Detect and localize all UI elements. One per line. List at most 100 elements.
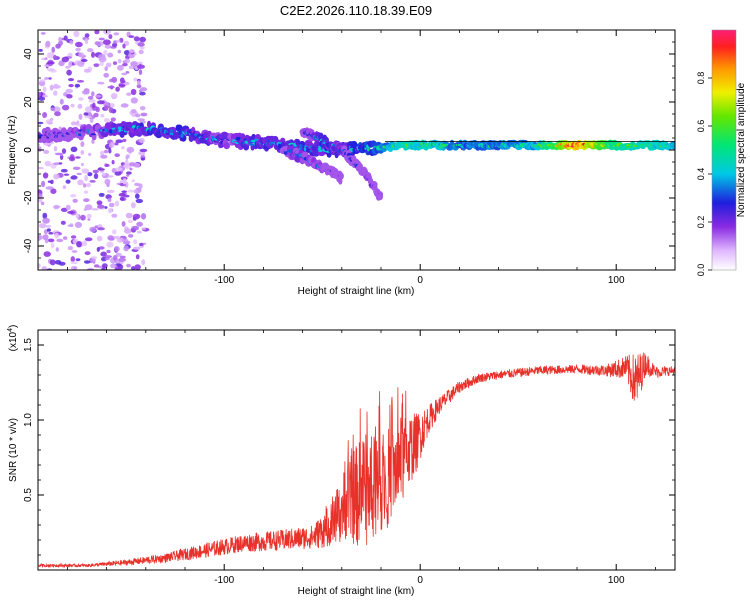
track-core: [303, 147, 307, 152]
noise-blob: [125, 154, 130, 159]
noise-blob: [104, 257, 110, 261]
noise-blob: [89, 226, 97, 233]
noise-blob: [130, 109, 137, 114]
noise-blob: [75, 156, 81, 159]
noise-blob: [61, 104, 70, 111]
noise-blob: [44, 160, 52, 167]
noise-blob: [131, 225, 140, 231]
noise-blob: [126, 146, 135, 153]
noise-blob: [65, 88, 73, 94]
x-tick-label: 100: [608, 575, 625, 586]
noise-blob: [50, 242, 55, 249]
y-tick-label: 40: [23, 48, 34, 60]
noise-blob: [80, 150, 85, 155]
noise-blob: [140, 112, 148, 117]
colorbar-tick-label: 0.4: [696, 168, 706, 181]
noise-blob: [124, 228, 132, 234]
noise-blob: [128, 49, 135, 54]
noise-blob: [117, 49, 122, 54]
snr-x-ticks: -100 0 100: [67, 330, 656, 586]
noise-blob: [115, 139, 124, 143]
spectrogram-x-ticks: -100 0 100: [67, 30, 656, 286]
noise-blob: [42, 95, 48, 98]
noise-blob: [126, 174, 130, 177]
noise-blob: [117, 58, 122, 64]
x-tick-label: -100: [214, 575, 234, 586]
noise-blob: [131, 113, 136, 117]
noise-blob: [115, 167, 123, 172]
noise-blob: [104, 66, 108, 72]
noise-blob: [126, 92, 132, 96]
noise-blob: [84, 260, 91, 264]
track-core: [235, 136, 241, 141]
noise-blob: [70, 261, 78, 265]
noise-blob: [44, 238, 49, 244]
noise-blob: [122, 80, 126, 83]
noise-blob: [114, 246, 120, 252]
noise-blob: [106, 189, 115, 194]
noise-blob: [137, 61, 143, 65]
noise-blob: [109, 103, 115, 108]
y-tick-label: -40: [23, 238, 34, 253]
noise-blob: [84, 174, 88, 182]
noise-blob: [80, 162, 84, 167]
snr-x-label: Height of straight line (km): [298, 586, 415, 597]
noise-blob: [72, 198, 78, 203]
noise-blob: [140, 213, 147, 220]
noise-blob: [60, 168, 68, 173]
noise-blob: [96, 200, 103, 206]
noise-blob: [101, 267, 106, 270]
noise-blob: [119, 255, 126, 259]
noise-blob: [70, 175, 78, 180]
spectrogram-panel: -100 0 100 -40 -20 0 20 40 0 Height of straight…: [7, 29, 676, 297]
snr-scale-close: ): [8, 325, 19, 328]
noise-blob: [108, 34, 113, 40]
track-mark: [240, 133, 246, 141]
noise-blob: [91, 139, 95, 144]
colorbar-gradient: [711, 29, 737, 271]
noise-blob: [84, 237, 93, 242]
colorbar-label: Normalized spectral amplitude: [736, 82, 747, 217]
noise-blob: [89, 117, 94, 123]
noise-blob: [39, 223, 47, 229]
noise-blob: [128, 35, 135, 38]
noise-blob: [91, 208, 100, 211]
noise-blob: [39, 79, 46, 82]
spectrogram-noise-region: [38, 30, 150, 270]
noise-blob: [105, 62, 112, 68]
noise-blob: [54, 260, 62, 265]
noise-blob: [121, 238, 129, 242]
noise-blob: [108, 142, 115, 148]
noise-blob: [139, 91, 146, 96]
noise-blob: [100, 251, 107, 257]
noise-blob: [53, 83, 59, 89]
noise-blob: [111, 213, 118, 218]
noise-blob: [66, 69, 72, 76]
noise-blob: [53, 54, 57, 61]
noise-blob: [72, 166, 81, 170]
noise-blob: [100, 113, 105, 118]
noise-blob: [112, 61, 118, 65]
noise-blob: [70, 256, 76, 263]
noise-blob: [131, 266, 136, 270]
noise-blob: [58, 37, 63, 42]
noise-blob: [78, 97, 84, 101]
noise-blob: [46, 52, 55, 59]
noise-blob: [83, 198, 90, 203]
noise-blob: [107, 197, 112, 203]
noise-blob: [135, 198, 143, 204]
noise-blob: [54, 152, 63, 156]
noise-blob: [107, 235, 115, 241]
noise-blob: [91, 257, 96, 263]
colorbar-tick-label: 0.6: [696, 120, 706, 133]
noise-blob: [38, 146, 42, 152]
noise-blob: [81, 59, 88, 62]
noise-blob: [121, 190, 127, 193]
noise-blob: [121, 221, 126, 227]
noise-blob: [126, 263, 131, 268]
noise-blob: [139, 137, 145, 144]
noise-blob: [97, 168, 105, 171]
noise-blob: [136, 230, 142, 234]
colorbar: 0.0 0.2 0.4 0.6 0.8 Normalized spectral ampl…: [696, 29, 747, 276]
